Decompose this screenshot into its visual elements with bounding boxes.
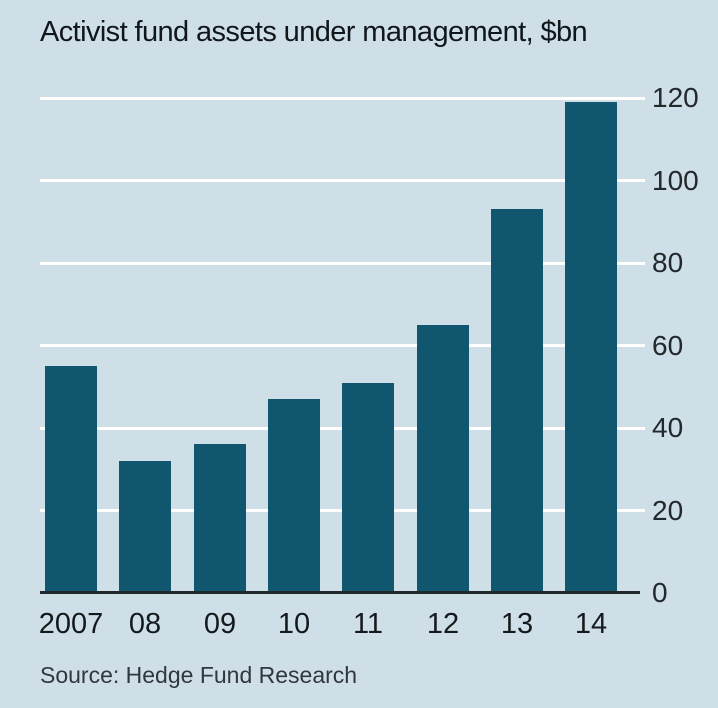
gridline-60	[40, 344, 645, 347]
x-tick-label-13: 13	[500, 608, 534, 640]
plot-area	[40, 96, 645, 594]
x-tick-label-14: 14	[574, 608, 608, 640]
gridline-120	[40, 96, 645, 100]
y-tick-label-0: 0	[652, 577, 668, 608]
chart-title: Activist fund assets under management, $…	[40, 16, 588, 48]
bar-10	[268, 399, 320, 593]
x-axis-line	[40, 591, 640, 594]
bar-14	[565, 102, 617, 593]
y-tick-label-40: 40	[652, 412, 684, 443]
gridline-80	[40, 261, 645, 265]
y-tick-label-100: 100	[652, 165, 699, 196]
bar-12	[417, 325, 469, 593]
x-tick-label-09: 09	[203, 608, 237, 640]
bar-13	[491, 209, 543, 593]
x-tick-label-11: 11	[352, 608, 384, 640]
bar-08	[119, 461, 171, 593]
x-tick-label-12: 12	[426, 608, 460, 640]
x-tick-label-08: 08	[128, 608, 162, 640]
x-tick-label-10: 10	[277, 608, 311, 640]
bar-11	[342, 383, 394, 593]
bar-2007	[45, 366, 97, 593]
y-tick-label-60: 60	[652, 330, 684, 361]
gridline-100	[40, 179, 645, 182]
y-tick-label-120: 120	[652, 82, 699, 113]
y-tick-label-20: 20	[652, 495, 684, 526]
source-note: Source: Hedge Fund Research	[40, 662, 358, 688]
bar-09	[194, 444, 246, 593]
y-tick-label-80: 80	[652, 247, 684, 278]
x-tick-label-2007: 2007	[38, 608, 104, 640]
